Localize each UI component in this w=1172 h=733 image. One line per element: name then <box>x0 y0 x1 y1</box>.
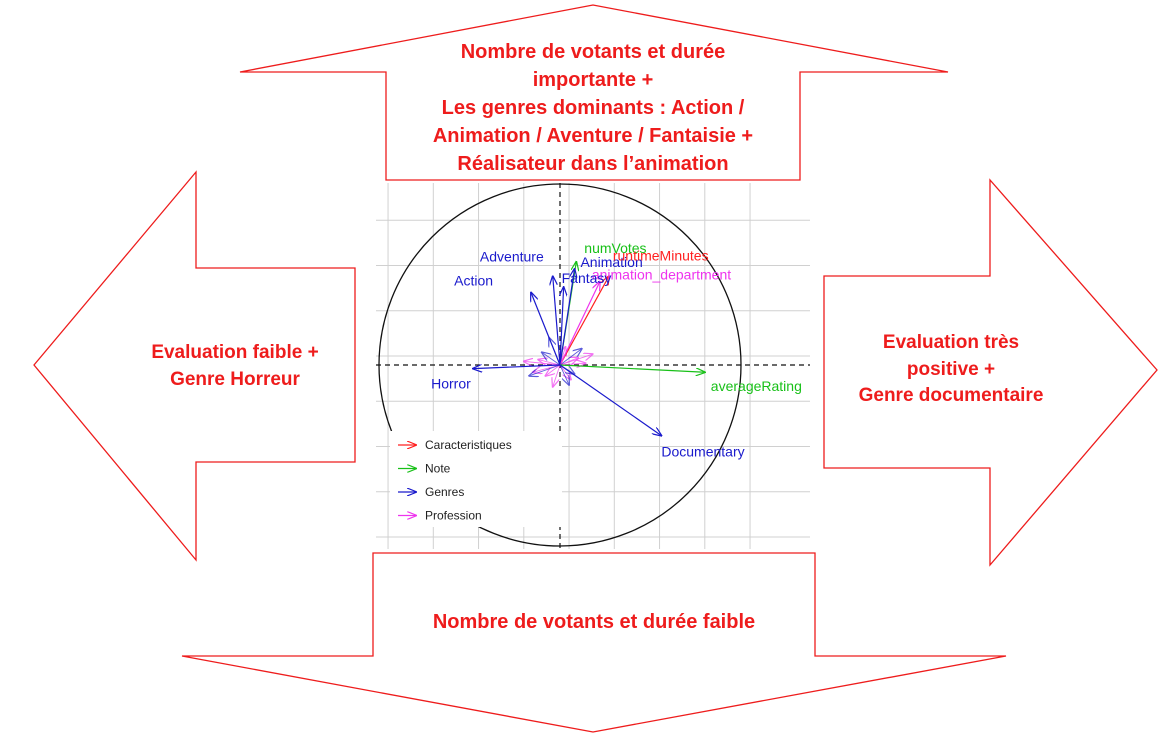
top-callout-arrow <box>239 4 949 181</box>
right-callout-line: positive + <box>906 358 996 380</box>
vector-label: averageRating <box>711 378 802 394</box>
legend-box <box>390 431 562 527</box>
left-callout-text: Evaluation faible + Genre Horreur <box>120 340 350 393</box>
legend-label: Caracteristiques <box>425 438 512 452</box>
vector-label: runtimeMinutes <box>613 247 709 263</box>
vector-label: Fantasy <box>562 270 612 286</box>
vector-label: animation_department <box>592 267 731 283</box>
top-callout-line: Animation / Aventure / Fantaisie + <box>432 125 754 147</box>
top-callout-line: Réalisateur dans l’animation <box>457 153 729 175</box>
vector-arrow-fantasy <box>560 287 564 366</box>
left-callout-line: Genre Horreur <box>170 368 300 390</box>
top-callout-line: Nombre de votants et durée <box>460 41 726 63</box>
vector-arrow-averagerating <box>559 364 705 372</box>
minor-vector-arrow <box>559 364 569 385</box>
top-callout-line: importante + <box>532 69 654 91</box>
vector-label: Action <box>454 273 493 289</box>
right-callout-arrow <box>823 178 1158 567</box>
legend-label: Genres <box>425 485 464 499</box>
minor-vector-arrow <box>529 364 561 376</box>
vector-label: Animation <box>580 254 642 270</box>
bottom-callout-line: Nombre de votants et durée faible <box>432 611 756 633</box>
vector-arrow-adventure <box>553 276 561 366</box>
vector-arrow-animation <box>559 269 574 366</box>
vector-label: Horror <box>431 376 471 392</box>
vector-arrow-documentary <box>559 364 661 436</box>
right-callout-line: Genre documentaire <box>858 385 1044 407</box>
vector-label: Documentary <box>661 444 744 460</box>
minor-vector-arrow <box>546 364 561 376</box>
left-callout-arrow <box>33 170 356 562</box>
legend-label: Note <box>425 462 451 476</box>
bottom-callout-text: Nombre de votants et durée faible <box>374 608 814 636</box>
minor-vector-arrow <box>542 352 561 366</box>
vector-arrow-horror <box>473 365 561 369</box>
legend-label: Profession <box>425 509 482 523</box>
bottom-callout-arrow <box>181 552 1007 733</box>
vector-arrow-animation-department <box>559 282 600 366</box>
legend: Caracteristiques Note Genres Profession <box>390 431 562 527</box>
vector-arrow-action <box>531 293 561 366</box>
top-callout-line: Les genres dominants : Action / <box>441 97 745 119</box>
vector-label: Adventure <box>480 248 544 264</box>
left-callout-line: Evaluation faible + <box>151 342 319 363</box>
vector-label: numVotes <box>584 240 646 256</box>
minor-vector-arrow <box>559 349 582 366</box>
minor-vector-arrow <box>524 361 561 365</box>
right-callout-line: Evaluation très <box>882 332 1020 353</box>
minor-vector-arrow <box>553 364 561 387</box>
minor-vector-arrow <box>559 354 593 366</box>
right-callout-text: Evaluation très positive + Genre documen… <box>826 330 1076 410</box>
top-callout-text: Nombre de votants et durée importante + … <box>386 38 800 178</box>
